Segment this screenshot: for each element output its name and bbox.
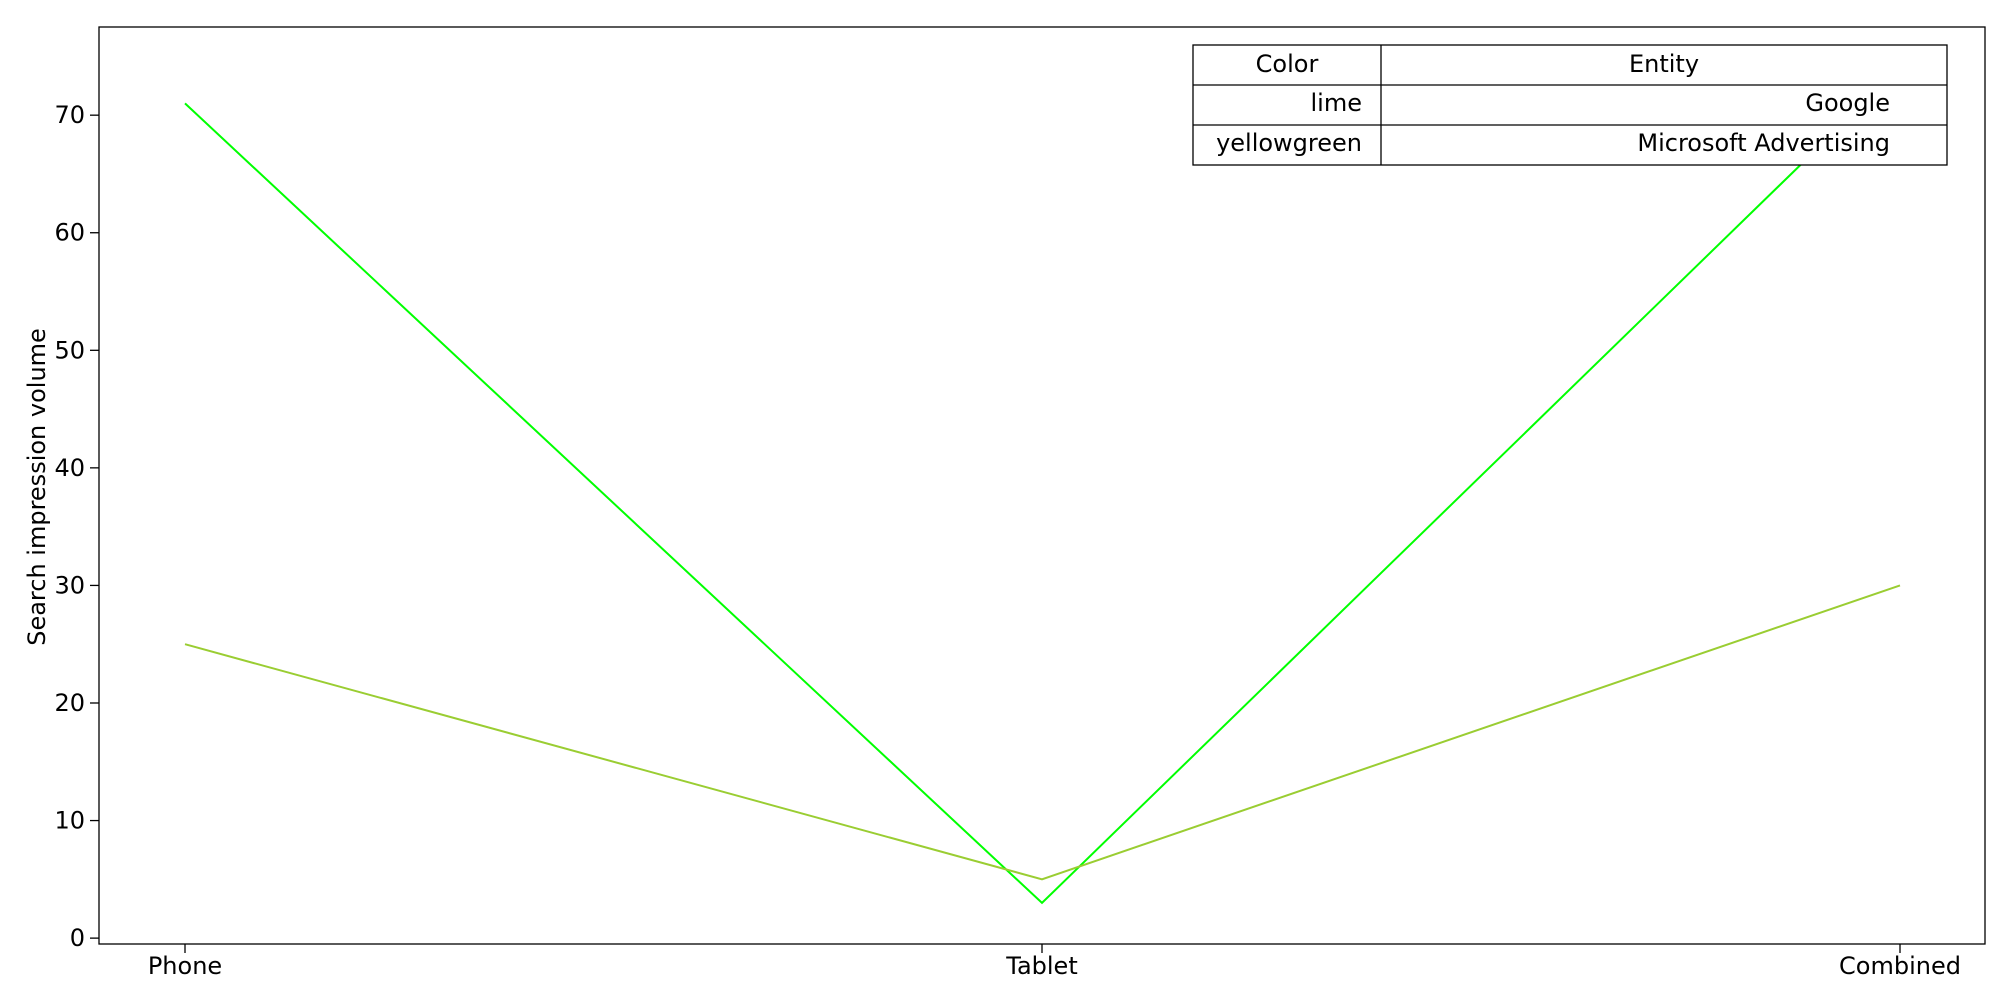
y-axis-label: Search impression volume xyxy=(23,328,51,646)
legend-table: Color Entity lime Google yellowgreen Mic… xyxy=(1192,44,1948,166)
x-tick-label: Phone xyxy=(148,952,222,980)
legend-row-color-name: lime xyxy=(1311,89,1362,117)
legend-header-color: Color xyxy=(1256,50,1319,78)
x-tick-label: Tablet xyxy=(1005,952,1077,980)
legend-row-color-name: yellowgreen xyxy=(1216,129,1362,157)
y-axis-ticks: 0 10 20 30 40 50 60 70 xyxy=(54,101,99,952)
y-tick-label: 70 xyxy=(54,101,85,129)
x-tick-label: Combined xyxy=(1839,952,1961,980)
y-tick-label: 10 xyxy=(54,807,85,835)
y-tick-label: 30 xyxy=(54,571,85,599)
legend-frame xyxy=(1192,44,1948,166)
y-tick-label: 50 xyxy=(54,336,85,364)
plot-area xyxy=(98,26,1986,945)
series-line-microsoft-advertising xyxy=(184,584,1901,881)
y-tick-label: 20 xyxy=(54,689,85,717)
legend-row-entity: Google xyxy=(1805,89,1890,117)
legend-row-entity: Microsoft Advertising xyxy=(1637,129,1890,157)
legend-header-entity: Entity xyxy=(1629,50,1699,78)
series-lines xyxy=(184,67,1901,905)
y-tick-label: 40 xyxy=(54,454,85,482)
y-tick-label: 60 xyxy=(54,219,85,247)
y-tick-label: 0 xyxy=(70,924,85,952)
x-axis-ticks: Phone Tablet Combined xyxy=(148,944,1961,980)
series-line-google xyxy=(184,67,1901,905)
